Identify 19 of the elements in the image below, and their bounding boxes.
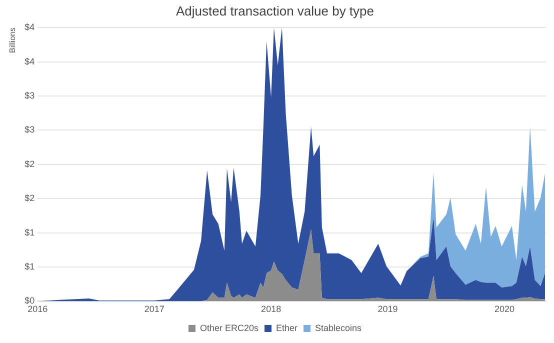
y-tick-label: $4 bbox=[24, 22, 35, 32]
x-tick-label: 2018 bbox=[261, 304, 282, 314]
y-tick-label: $1 bbox=[24, 227, 35, 238]
legend-label: Other ERC20s bbox=[200, 322, 259, 333]
y-tick-label: $2 bbox=[24, 158, 35, 169]
y-tick-label: $1 bbox=[24, 261, 35, 272]
y-axis-title: Billions bbox=[8, 28, 18, 53]
x-tick-label: 2016 bbox=[28, 304, 48, 314]
x-tick-label: 2019 bbox=[378, 304, 398, 314]
x-tick-label: 2020 bbox=[494, 304, 515, 314]
y-tick-label: $0 bbox=[24, 296, 35, 306]
y-tick-label: $2 bbox=[24, 193, 35, 204]
y-tick-label: $4 bbox=[24, 56, 35, 66]
legend-label: Stablecoins bbox=[315, 322, 362, 333]
legend-label: Ether bbox=[276, 322, 298, 333]
x-tick-label: 2017 bbox=[144, 304, 164, 314]
y-tick-label: $3 bbox=[24, 124, 35, 135]
y-tick-label: $3 bbox=[24, 90, 35, 100]
chart-title: Adjusted transaction value by type bbox=[176, 3, 374, 18]
